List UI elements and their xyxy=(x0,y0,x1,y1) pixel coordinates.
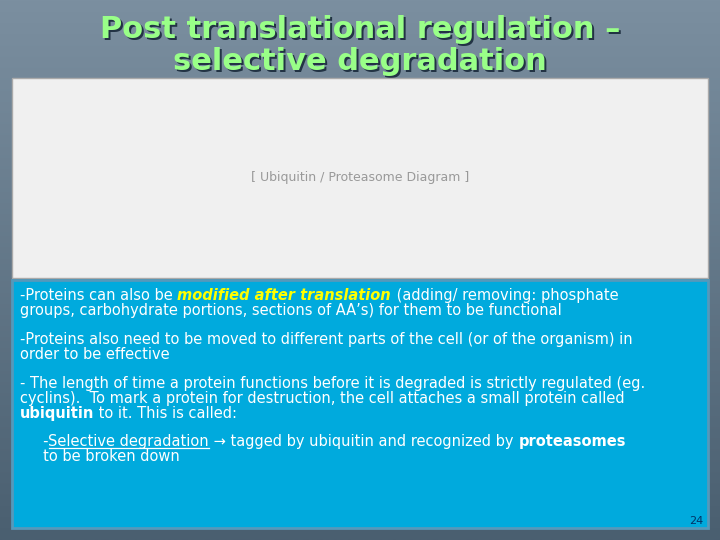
Text: proteasomes: proteasomes xyxy=(518,434,626,449)
Text: Selective degradation: Selective degradation xyxy=(48,434,209,449)
Text: 24: 24 xyxy=(689,516,703,526)
Text: Post translational regulation –: Post translational regulation – xyxy=(102,17,622,46)
Text: (adding/ removing: phosphate: (adding/ removing: phosphate xyxy=(392,288,618,303)
Text: -Proteins can also be: -Proteins can also be xyxy=(20,288,177,303)
Text: Post translational regulation –: Post translational regulation – xyxy=(100,16,620,44)
Text: selective degradation: selective degradation xyxy=(173,48,547,77)
Text: modified after translation: modified after translation xyxy=(177,288,391,303)
Text: to it. This is called:: to it. This is called: xyxy=(94,406,238,421)
Text: order to be effective: order to be effective xyxy=(20,347,170,362)
Text: groups, carbohydrate portions, sections of AA’s) for them to be functional: groups, carbohydrate portions, sections … xyxy=(20,303,562,318)
Text: to be broken down: to be broken down xyxy=(20,449,180,464)
Text: cyclins).  To mark a protein for destruction, the cell attaches a small protein : cyclins). To mark a protein for destruct… xyxy=(20,391,625,406)
Text: selective degradation: selective degradation xyxy=(175,50,549,78)
Bar xyxy=(12,280,708,528)
Text: ubiquitin: ubiquitin xyxy=(20,406,94,421)
Text: - The length of time a protein functions before it is degraded is strictly regul: - The length of time a protein functions… xyxy=(20,376,645,391)
Text: -: - xyxy=(20,434,48,449)
Bar xyxy=(12,78,708,278)
Text: → tagged by ubiquitin and recognized by: → tagged by ubiquitin and recognized by xyxy=(209,434,518,449)
Text: [ Ubiquitin / Proteasome Diagram ]: [ Ubiquitin / Proteasome Diagram ] xyxy=(251,172,469,185)
Text: -Proteins also need to be moved to different parts of the cell (or of the organi: -Proteins also need to be moved to diffe… xyxy=(20,332,633,347)
